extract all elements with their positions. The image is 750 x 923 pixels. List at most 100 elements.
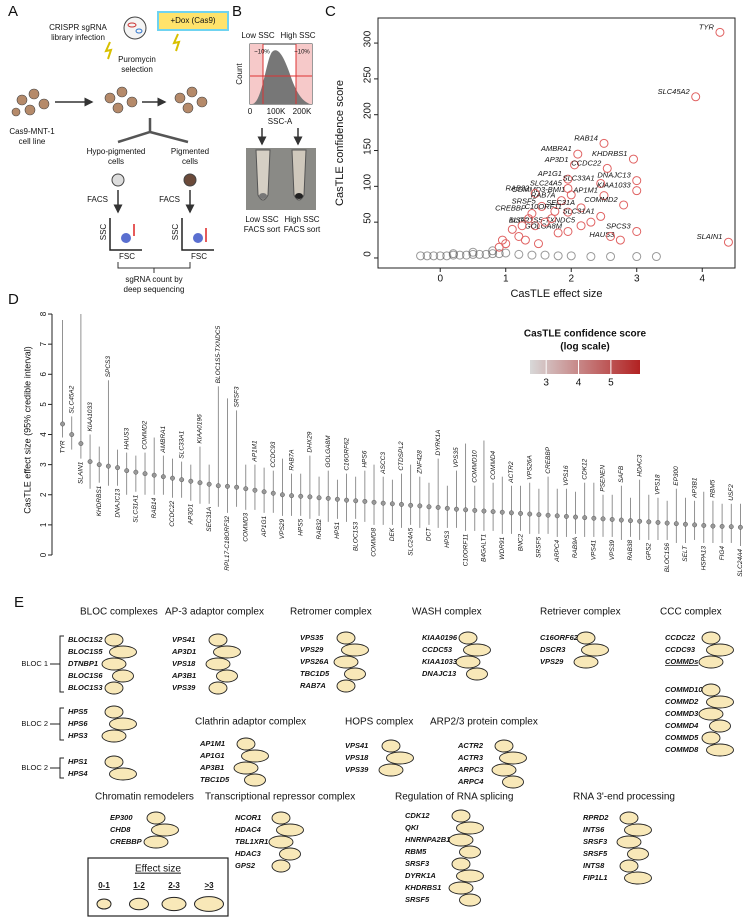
- dot: [618, 517, 624, 523]
- effect-ellipse: [271, 859, 291, 873]
- point-label: CCDC22: [571, 158, 602, 167]
- effect-ellipse: [451, 809, 471, 823]
- step-text: sgRNA count by: [125, 275, 182, 284]
- y-tick-label: 50: [363, 212, 374, 224]
- effect-ellipse: [456, 821, 484, 835]
- dot: [105, 463, 111, 469]
- dot: [60, 421, 66, 427]
- dot: [664, 520, 670, 526]
- dot: [609, 517, 615, 522]
- cell-cluster: [11, 86, 208, 117]
- panel-label: E: [14, 594, 24, 611]
- bolt: [172, 33, 181, 52]
- y-tick-label: 8: [39, 311, 48, 316]
- gene-name: CCDC22: [665, 633, 696, 642]
- gene-label: ARPC4: [554, 540, 561, 563]
- gene-name: FIP1L1: [583, 873, 608, 882]
- point: [422, 251, 432, 261]
- effect-ellipse: [341, 643, 369, 657]
- gene-label: GPS2: [646, 543, 653, 561]
- point: [632, 252, 642, 262]
- point: [448, 249, 458, 259]
- branch: [117, 118, 189, 144]
- effect-ellipse: [448, 833, 474, 847]
- point: [527, 250, 537, 260]
- point-label: RAB14: [574, 133, 598, 142]
- gene-label: RAB32: [316, 518, 323, 539]
- complex-title: Regulation of RNA splicing: [395, 792, 513, 803]
- dot: [536, 512, 542, 518]
- dot: [655, 520, 661, 525]
- point: [553, 251, 563, 261]
- y-axis-label: CasTLE effect size (95% credible interva…: [22, 346, 32, 513]
- effect-ellipse: [333, 655, 359, 669]
- effect-ellipse: [268, 835, 294, 849]
- effect-ellipse: [236, 737, 256, 751]
- complex-title: AP-3 adaptor complex: [165, 607, 264, 618]
- point-label: SLC24A5: [530, 178, 563, 187]
- effect-ellipse: [576, 631, 596, 645]
- dot: [270, 490, 276, 496]
- dot: [69, 432, 75, 437]
- point-label: TYR: [699, 22, 715, 31]
- dot: [316, 495, 322, 501]
- gene-label: RBM5: [710, 479, 717, 497]
- point: [586, 252, 596, 262]
- gene-name: VPS39: [345, 765, 369, 774]
- effect-ellipse: [101, 729, 127, 743]
- gene-name: QKI: [405, 823, 419, 832]
- point: [520, 235, 530, 245]
- effect-ellipse: [624, 871, 652, 885]
- complex-title: Clathrin adaptor complex: [195, 717, 306, 728]
- effect-ellipse: [698, 707, 724, 721]
- point: [628, 154, 638, 164]
- point: [615, 235, 625, 245]
- effect-ellipse: [109, 645, 137, 659]
- dot: [334, 496, 340, 502]
- gene-name: COMMD5: [665, 733, 699, 742]
- effect-ellipse: [494, 739, 514, 753]
- gene-label: C16ORF62: [343, 437, 350, 470]
- point-label: BLOC1S5-TXNDC5: [509, 216, 576, 225]
- gene-name: VPS41: [345, 741, 368, 750]
- effect-ellipse: [616, 835, 642, 849]
- effect-ellipse: [624, 823, 652, 837]
- step-text: cell line: [19, 137, 46, 146]
- x-tick-label: 3: [634, 274, 640, 285]
- dot: [142, 471, 148, 477]
- effect-ellipse: [104, 633, 124, 647]
- gene-name: CREBBP: [110, 837, 143, 846]
- y-tick-label: 7: [39, 341, 48, 346]
- y-tick-label: 150: [363, 138, 374, 155]
- point-label: SLC31A1: [563, 206, 595, 215]
- gene-name: HDAC3: [235, 849, 262, 858]
- effect-ellipse: [279, 847, 301, 861]
- dot: [435, 504, 441, 510]
- fraction-label: ~10%: [294, 50, 310, 56]
- gene-label: B4GALT1: [481, 534, 488, 562]
- y-tick-label: 5: [39, 402, 48, 407]
- cell: [111, 173, 125, 187]
- dot: [692, 522, 698, 528]
- dot: [243, 486, 249, 492]
- effect-ellipse: [706, 743, 734, 757]
- point: [563, 207, 573, 217]
- point-label: AMBRA1: [540, 144, 572, 153]
- point-label: AP1G1: [537, 169, 562, 178]
- bolt: [104, 41, 113, 60]
- y-tick-label: 6: [39, 372, 48, 377]
- point-label: COMMD2: [584, 195, 618, 204]
- group-bracket: [50, 707, 64, 741]
- effect-ellipse: [701, 731, 721, 745]
- x-tick-label: 4: [699, 274, 705, 285]
- gene-name: TBC1D5: [300, 669, 330, 678]
- gene-name: GPS2: [235, 861, 256, 870]
- point: [573, 149, 583, 159]
- dot: [206, 481, 212, 487]
- gene-name: CHD8: [110, 825, 131, 834]
- complex-title: Chromatin remodelers: [95, 792, 194, 803]
- gene-name: DYRK1A: [405, 871, 436, 880]
- sort-label: FACS sort: [244, 225, 281, 234]
- dot: [527, 511, 533, 517]
- axis-label: SSC-A: [268, 117, 293, 126]
